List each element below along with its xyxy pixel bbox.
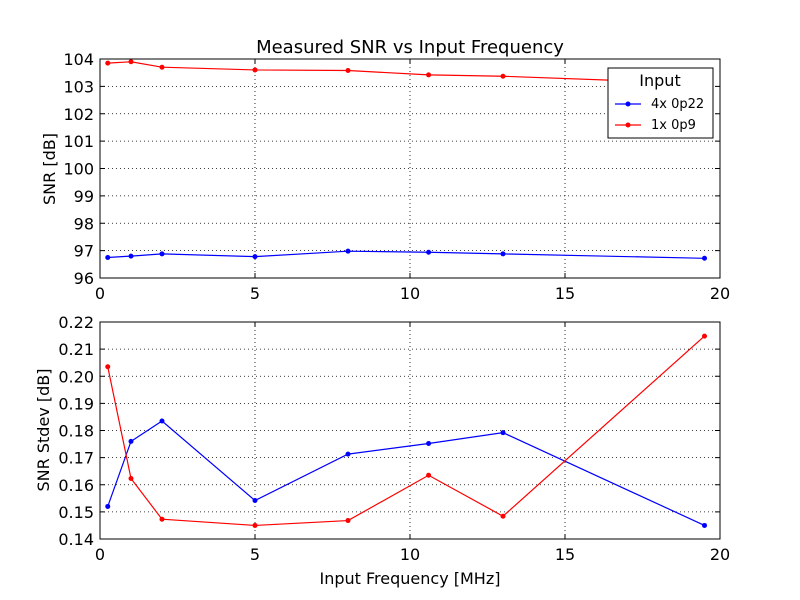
data-point-4x-0p22 bbox=[500, 251, 506, 257]
x-tick-label: 0 bbox=[95, 284, 105, 303]
series-line-4x-0p22 bbox=[107, 420, 705, 526]
y-tick-label: 0.19 bbox=[58, 394, 94, 413]
y-tick-label: 0.20 bbox=[58, 367, 94, 386]
y-tick-label: 102 bbox=[63, 105, 94, 124]
stdev-subplot: SNR Stdev [dB] Input Frequency [MHz] 0 5 1… bbox=[34, 313, 730, 588]
legend-title: Input bbox=[639, 71, 680, 90]
x-tick-label: 15 bbox=[555, 284, 575, 303]
x-tick-label: 10 bbox=[400, 284, 420, 303]
data-point-4x-0p22 bbox=[159, 251, 165, 257]
data-point-1x-0p9 bbox=[159, 64, 165, 70]
y-tick-label: 100 bbox=[63, 160, 94, 179]
data-point-4x-0p22 bbox=[105, 503, 111, 509]
data-point-4x-0p22 bbox=[426, 249, 432, 255]
x-tick-label: 15 bbox=[555, 545, 575, 564]
legend-marker-1x-0p9 bbox=[625, 122, 631, 128]
data-point-1x-0p9 bbox=[500, 73, 506, 79]
y-tick-label: 96 bbox=[74, 269, 94, 288]
legend-label-1x-0p9: 1x 0p9 bbox=[651, 118, 696, 133]
chart-title: Measured SNR vs Input Frequency bbox=[256, 37, 564, 58]
data-point-4x-0p22 bbox=[128, 438, 134, 444]
data-point-4x-0p22 bbox=[345, 248, 351, 254]
data-point-4x-0p22 bbox=[128, 253, 134, 259]
x-tick-label: 20 bbox=[710, 284, 730, 303]
data-point-4x-0p22 bbox=[252, 254, 258, 260]
y-tick-label: 99 bbox=[74, 187, 94, 206]
data-point-4x-0p22 bbox=[702, 522, 707, 528]
data-point-1x-0p9 bbox=[128, 476, 134, 482]
data-point-1x-0p9 bbox=[702, 333, 707, 339]
y-tick-label: 0.16 bbox=[58, 476, 94, 495]
stdev-y-axis-label: SNR Stdev [dB] bbox=[34, 369, 53, 492]
legend-label-4x-0p22: 4x 0p22 bbox=[651, 97, 704, 112]
x-tick-label: 10 bbox=[400, 545, 420, 564]
y-tick-label: 0.17 bbox=[58, 449, 94, 468]
data-point-1x-0p9 bbox=[252, 522, 258, 528]
data-point-4x-0p22 bbox=[500, 430, 506, 436]
y-tick-label: 98 bbox=[74, 214, 94, 233]
y-tick-label: 103 bbox=[63, 77, 94, 96]
data-point-4x-0p22 bbox=[105, 254, 111, 260]
data-point-1x-0p9 bbox=[105, 60, 111, 66]
data-point-1x-0p9 bbox=[252, 67, 258, 73]
x-tick-label: 5 bbox=[250, 284, 260, 303]
data-point-1x-0p9 bbox=[345, 67, 351, 73]
y-tick-label: 0.14 bbox=[58, 530, 94, 549]
data-point-1x-0p9 bbox=[500, 513, 506, 519]
data-point-1x-0p9 bbox=[128, 59, 134, 65]
y-tick-label: 97 bbox=[74, 242, 94, 261]
x-tick-label: 0 bbox=[95, 545, 105, 564]
data-point-4x-0p22 bbox=[426, 441, 432, 447]
legend: Input 4x 0p22 1x 0p9 bbox=[607, 67, 714, 139]
y-tick-label: 0.21 bbox=[58, 340, 94, 359]
data-point-4x-0p22 bbox=[345, 451, 351, 457]
data-point-4x-0p22 bbox=[252, 497, 258, 503]
data-point-4x-0p22 bbox=[702, 255, 707, 261]
legend-box bbox=[607, 67, 714, 139]
x-axis-label: Input Frequency [MHz] bbox=[320, 569, 501, 588]
data-point-1x-0p9 bbox=[159, 516, 165, 522]
x-tick-label: 20 bbox=[710, 545, 730, 564]
data-point-1x-0p9 bbox=[105, 364, 111, 370]
series-line-1x-0p9 bbox=[107, 61, 705, 85]
x-tick-label: 5 bbox=[250, 545, 260, 564]
data-point-1x-0p9 bbox=[426, 72, 432, 78]
data-point-1x-0p9 bbox=[345, 518, 351, 524]
series-line-4x-0p22 bbox=[107, 250, 705, 259]
snr-y-axis-label: SNR [dB] bbox=[40, 133, 59, 205]
y-tick-label: 0.18 bbox=[58, 422, 94, 441]
data-point-4x-0p22 bbox=[159, 418, 165, 424]
y-tick-label: 101 bbox=[63, 132, 94, 151]
y-tick-label: 0.15 bbox=[58, 503, 94, 522]
series-line-1x-0p9 bbox=[107, 335, 705, 527]
legend-marker-4x-0p22 bbox=[625, 101, 631, 107]
data-point-1x-0p9 bbox=[426, 472, 432, 478]
y-tick-label: 0.22 bbox=[58, 313, 94, 332]
y-tick-label: 104 bbox=[63, 50, 94, 69]
